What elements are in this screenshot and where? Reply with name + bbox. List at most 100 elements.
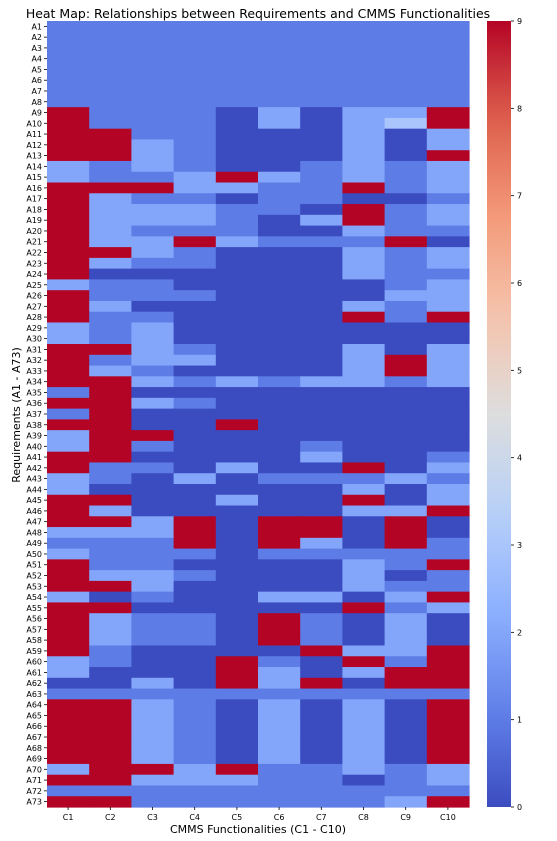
column-tick-label: C8 <box>358 813 369 822</box>
heatmap-cell-A32-C3 <box>131 354 175 367</box>
heatmap-cell-A25-C3 <box>131 279 175 291</box>
heatmap-cell-A67-C8 <box>342 731 386 743</box>
heatmap-cell-A40-C4 <box>173 440 217 453</box>
heatmap-cell-A40-C2 <box>89 440 132 453</box>
heatmap-cell-A68-C2 <box>89 742 132 754</box>
heatmap-cell-A50-C2 <box>89 548 132 560</box>
heatmap-cell-A13-C5 <box>215 150 259 162</box>
heatmap-cell-A63-C2 <box>89 688 132 700</box>
heatmap-cell-A11-C3 <box>131 128 175 141</box>
row-tick-label: A55 <box>26 604 42 613</box>
heatmap-cell-A16-C5 <box>215 182 259 194</box>
heatmap-cell-A26-C7 <box>300 290 343 302</box>
heatmap-cell-A6-C7 <box>300 74 343 87</box>
heatmap-cell-A56-C3 <box>131 613 175 625</box>
heatmap-cell-A58-C4 <box>173 634 217 647</box>
row-tick-label: A59 <box>26 647 42 656</box>
heatmap-cell-A30-C6 <box>258 333 301 345</box>
colorbar-tick-label: 8 <box>517 104 522 113</box>
heatmap-cell-A27-C3 <box>131 300 175 313</box>
heatmap-cell-A70-C1 <box>47 763 90 776</box>
row-tick-label: A34 <box>26 378 42 387</box>
heatmap-cell-A67-C9 <box>384 731 428 743</box>
row-tick-label: A40 <box>26 442 42 451</box>
heatmap-cell-A59-C6 <box>258 645 301 657</box>
heatmap-cell-A24-C1 <box>47 268 90 281</box>
row-tick-label: A36 <box>26 399 42 408</box>
heatmap-cell-A43-C9 <box>384 473 428 485</box>
chart-title: Heat Map: Relationships between Requirem… <box>26 6 490 21</box>
heatmap-cell-A12-C5 <box>215 139 259 151</box>
heatmap-cell-A39-C9 <box>384 430 428 442</box>
heatmap-cell-A68-C1 <box>47 742 90 754</box>
heatmap-cell-A66-C5 <box>215 720 259 733</box>
heatmap-cell-A70-C5 <box>215 763 259 776</box>
heatmap-cell-A38-C3 <box>131 419 175 431</box>
heatmap-cell-A45-C9 <box>384 494 428 507</box>
heatmap-cell-A8-C8 <box>342 96 386 108</box>
heatmap-cell-A64-C5 <box>215 699 259 711</box>
heatmap-cell-A33-C2 <box>89 365 132 377</box>
heatmap-cell-A60-C4 <box>173 656 217 668</box>
heatmap-cell-A28-C2 <box>89 311 132 324</box>
heatmap-cell-A14-C1 <box>47 160 90 173</box>
heatmap-cell-A29-C1 <box>47 322 90 334</box>
y-axis-label: Requirements (A1 - A73) <box>10 347 23 483</box>
heatmap-cell-A34-C4 <box>173 376 217 388</box>
heatmap-cell-A41-C9 <box>384 451 428 464</box>
heatmap-cell-A60-C1 <box>47 656 90 668</box>
heatmap-cell-A41-C4 <box>173 451 217 464</box>
heatmap-cell-A12-C9 <box>384 139 428 151</box>
heatmap-cell-A22-C1 <box>47 247 90 259</box>
heatmap-cell-A7-C1 <box>47 85 90 97</box>
heatmap-cell-A8-C4 <box>173 96 217 108</box>
heatmap-cell-A25-C8 <box>342 279 386 291</box>
heatmap-cell-A60-C8 <box>342 656 386 668</box>
x-axis-label: CMMS Functionalities (C1 - C10) <box>170 823 346 836</box>
heatmap-cell-A11-C2 <box>89 128 132 141</box>
heatmap-cell-A22-C4 <box>173 247 217 259</box>
heatmap-cell-A69-C4 <box>173 753 217 765</box>
heatmap-cell-A49-C7 <box>300 537 343 550</box>
heatmap-cell-A15-C4 <box>173 171 217 184</box>
heatmap-cell-A14-C3 <box>131 160 175 173</box>
heatmap-cell-A11-C5 <box>215 128 259 141</box>
heatmap-cell-A24-C5 <box>215 268 259 281</box>
heatmap-cell-A62-C2 <box>89 677 132 690</box>
heatmap-cell-A5-C9 <box>384 64 428 76</box>
heatmap-cell-A34-C7 <box>300 376 343 388</box>
heatmap-cell-A46-C8 <box>342 505 386 517</box>
heatmap-cell-A8-C2 <box>89 96 132 108</box>
heatmap-cell-A23-C9 <box>384 257 428 270</box>
heatmap-cell-A69-C2 <box>89 753 132 765</box>
row-tick-label: A28 <box>26 313 42 322</box>
heatmap-cell-A59-C3 <box>131 645 175 657</box>
heatmap-cell-A31-C5 <box>215 344 259 356</box>
heatmap-cell-A19-C2 <box>89 214 132 227</box>
row-tick-label: A2 <box>31 33 42 42</box>
heatmap-cell-A35-C9 <box>384 387 428 399</box>
heatmap-cell-A72-C8 <box>342 785 386 797</box>
heatmap-cell-A36-C1 <box>47 397 90 410</box>
heatmap-cell-A35-C8 <box>342 387 386 399</box>
heatmap-cell-A3-C3 <box>131 42 175 54</box>
heatmap-cell-A22-C2 <box>89 247 132 259</box>
heatmap-cell-A43-C2 <box>89 473 132 485</box>
heatmap-cell-A71-C1 <box>47 774 90 787</box>
heatmap-cell-A55-C1 <box>47 602 90 614</box>
heatmap-cell-A47-C2 <box>89 516 132 528</box>
heatmap-cell-A1-C1 <box>47 21 90 33</box>
heatmap-cell-A21-C9 <box>384 236 428 248</box>
heatmap-cell-A26-C4 <box>173 290 217 302</box>
heatmap-cell-A43-C8 <box>342 473 386 485</box>
heatmap-cell-A49-C5 <box>215 537 259 550</box>
row-tick-label: A8 <box>31 98 42 107</box>
heatmap-cell-A20-C1 <box>47 225 90 237</box>
heatmap-cell-A31-C8 <box>342 344 386 356</box>
heatmap-cell-A50-C3 <box>131 548 175 560</box>
heatmap-cell-A22-C5 <box>215 247 259 259</box>
heatmap-cell-A19-C4 <box>173 214 217 227</box>
row-tick-label: A6 <box>31 76 42 85</box>
row-tick-label: A39 <box>26 432 42 441</box>
heatmap-cell-A58-C3 <box>131 634 175 647</box>
